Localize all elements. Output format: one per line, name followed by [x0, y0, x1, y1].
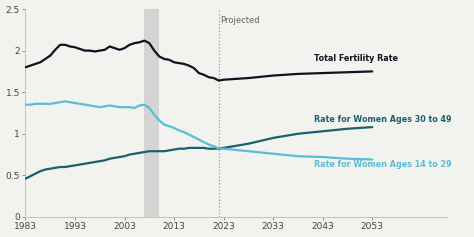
Bar [145, 9, 159, 217]
Text: Projected: Projected [220, 16, 260, 25]
Text: Rate for Women Ages 30 to 49: Rate for Women Ages 30 to 49 [314, 115, 451, 124]
Text: Rate for Women Ages 14 to 29: Rate for Women Ages 14 to 29 [314, 160, 452, 169]
Text: Total Fertility Rate: Total Fertility Rate [314, 55, 398, 64]
